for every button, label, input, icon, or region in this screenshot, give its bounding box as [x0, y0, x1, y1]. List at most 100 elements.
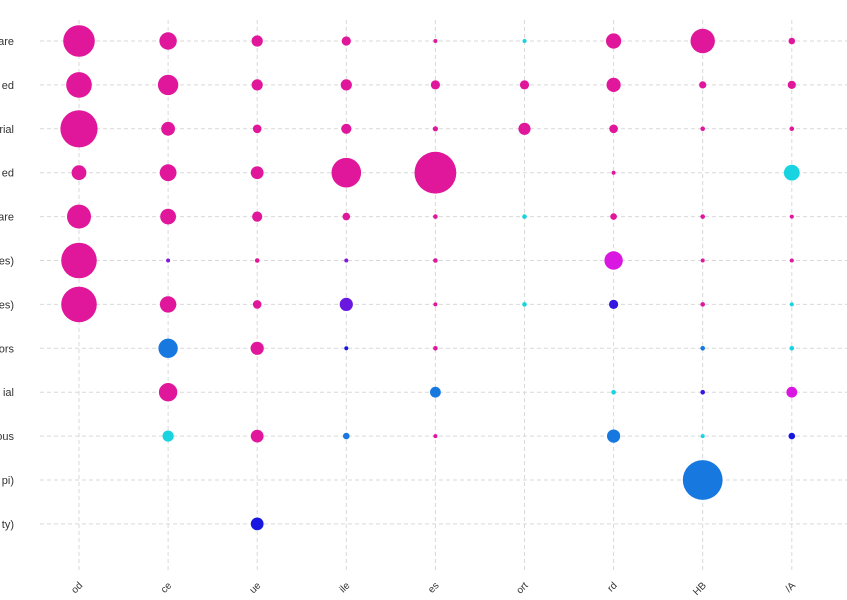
bubble-point [700, 302, 705, 307]
bubble-point [252, 300, 262, 309]
row-label: ty) [2, 519, 14, 531]
bubble-point [433, 258, 438, 263]
horizontal-grid [40, 40, 847, 525]
bubble-point [518, 122, 531, 135]
bubble-point [788, 432, 796, 440]
row-label: es) [0, 299, 14, 311]
bubble-point [67, 204, 91, 229]
bubble-point [250, 517, 264, 531]
bubble-point [700, 214, 705, 219]
bubble-point [344, 258, 349, 263]
bubble-point [61, 286, 97, 323]
bubble-point [250, 166, 264, 180]
row-label: ial [3, 387, 14, 399]
row-label: ed [2, 80, 14, 92]
row-label: rial [0, 124, 14, 136]
column-label: ue [248, 580, 264, 596]
column-label: es [426, 580, 441, 595]
bubble-point [433, 302, 438, 307]
column-label: od [69, 580, 85, 596]
bubble-point [690, 28, 715, 54]
bubble-point [682, 460, 723, 500]
bubble-point [610, 213, 617, 220]
row-label: are [0, 36, 14, 48]
bubble-point [611, 389, 616, 395]
bubble-point [786, 386, 798, 398]
bubble-point [783, 164, 800, 181]
bubble-point [788, 37, 796, 45]
bubble-point [340, 79, 352, 91]
bubble-point [789, 346, 795, 351]
bubble-point [331, 157, 362, 188]
bubble-point [60, 110, 98, 148]
column-label: HB [691, 580, 709, 598]
bubble-point [343, 432, 350, 440]
bubble-point [433, 39, 438, 43]
bubble-point [519, 80, 530, 90]
bubble-point [162, 430, 174, 442]
bubble-point [522, 39, 527, 43]
bubble-point [607, 429, 621, 443]
bubble-point [433, 434, 438, 439]
bubble-point [699, 81, 707, 89]
bubble-point [522, 302, 527, 307]
row-label: ous [0, 431, 14, 443]
bubble-point [700, 258, 705, 263]
bubble-point [604, 251, 623, 270]
bubble-point [63, 25, 95, 57]
bubble-point [609, 124, 618, 134]
bubble-point [159, 164, 177, 182]
bubble-point [61, 242, 97, 279]
vertical-grid [78, 20, 793, 572]
bubble-point [250, 429, 264, 443]
bubble-point [158, 338, 178, 358]
bubble-point [251, 79, 263, 91]
bubble-point [161, 121, 176, 136]
row-label: ed [2, 168, 14, 180]
bubble-point [700, 434, 705, 439]
bubble-point [606, 33, 622, 49]
column-label: rd [606, 580, 620, 594]
bubble-point [414, 151, 457, 194]
bubble-point [251, 35, 263, 47]
column-label: ile [338, 580, 353, 595]
bubble-point [430, 80, 440, 90]
bubble-point [158, 383, 178, 402]
bubble-point [166, 258, 171, 263]
bubble-point [789, 302, 794, 307]
bubble-point [433, 346, 438, 351]
bubble-point [254, 258, 260, 263]
bubble-point [159, 32, 177, 50]
bubble-point [611, 170, 616, 175]
bubble-point [433, 214, 438, 219]
bubble-point [66, 72, 92, 98]
column-label: /A [783, 580, 798, 595]
bubble-point [341, 36, 351, 46]
bubble-point [787, 80, 796, 89]
row-label: es) [0, 256, 14, 268]
bubble-point [252, 124, 262, 134]
bubble-point [159, 296, 177, 313]
row-label: pi) [2, 475, 14, 487]
column-label: ort [515, 580, 531, 596]
bubble-point [252, 211, 263, 222]
bubble-point [700, 389, 705, 395]
bubble-point [344, 346, 349, 351]
bubble-point [157, 74, 179, 96]
row-label: are [0, 212, 14, 224]
bubble-point [71, 165, 87, 181]
bubbles [60, 25, 800, 531]
bubble-point [609, 299, 619, 309]
row-labels: are ed rial ed are es) es) ors ial ous pi) ty) [0, 36, 14, 531]
bubble-point [700, 346, 705, 351]
bubble-point [789, 126, 795, 132]
bubble-point [341, 123, 352, 134]
bubble-point [432, 126, 438, 132]
bubble-point [250, 341, 264, 355]
bubble-point [160, 208, 177, 225]
column-label: ce [159, 580, 175, 596]
bubble-point [342, 212, 351, 221]
row-label: ors [0, 343, 14, 355]
bubble-point [700, 126, 705, 132]
